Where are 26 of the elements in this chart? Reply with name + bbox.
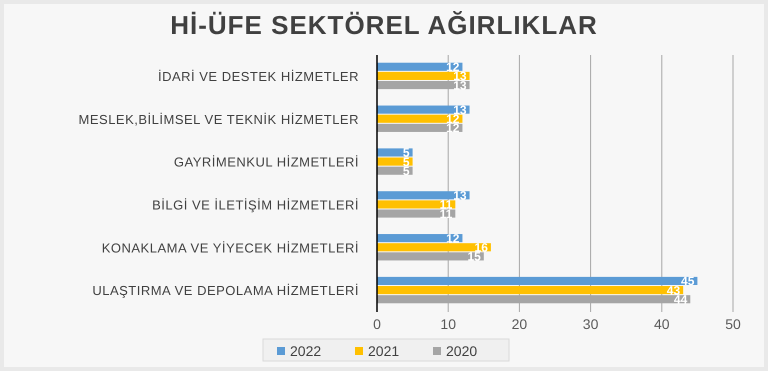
y-tick-label: İDARİ VE DESTEK HİZMETLER [158,68,359,84]
bar [377,106,470,114]
legend-label: 2020 [446,342,478,359]
x-tick-label: 10 [440,316,456,332]
bar [377,191,470,200]
x-tick-label: 40 [654,316,670,332]
x-tick-label: 30 [582,316,599,332]
data-label: 12 [446,231,460,246]
bar [377,114,462,123]
bar [377,276,698,286]
bar [377,62,462,71]
bar [377,286,684,294]
x-tick-label: 20 [512,316,528,332]
y-tick-label: MESLEK,BİLİMSEL VE TEKNİK HİZMETLER [78,112,359,127]
x-tick-label: 0 [373,316,382,332]
data-label: 13 [453,188,467,202]
chart-title: Hİ-ÜFE SEKTÖREL AĞIRLIKLAR [170,10,598,40]
data-label: 45 [681,274,695,288]
legend-label: 2021 [368,342,400,359]
y-tick-label: BİLGİ VE İLETİŞİM HİZMETLERİ [152,197,359,212]
legend-label: 2022 [290,342,322,359]
y-tick-label: KONAKLAMA VE YİYECEK HİZMETLERİ [102,240,359,256]
y-tick-label: GAYRİMENKUL HİZMETLERİ [174,154,359,170]
x-tick-label: 50 [725,316,741,332]
bar [377,243,491,252]
y-tick-label: ULAŞTIRMA VE DEPOLAMA HİZMETLERİ [92,283,359,298]
